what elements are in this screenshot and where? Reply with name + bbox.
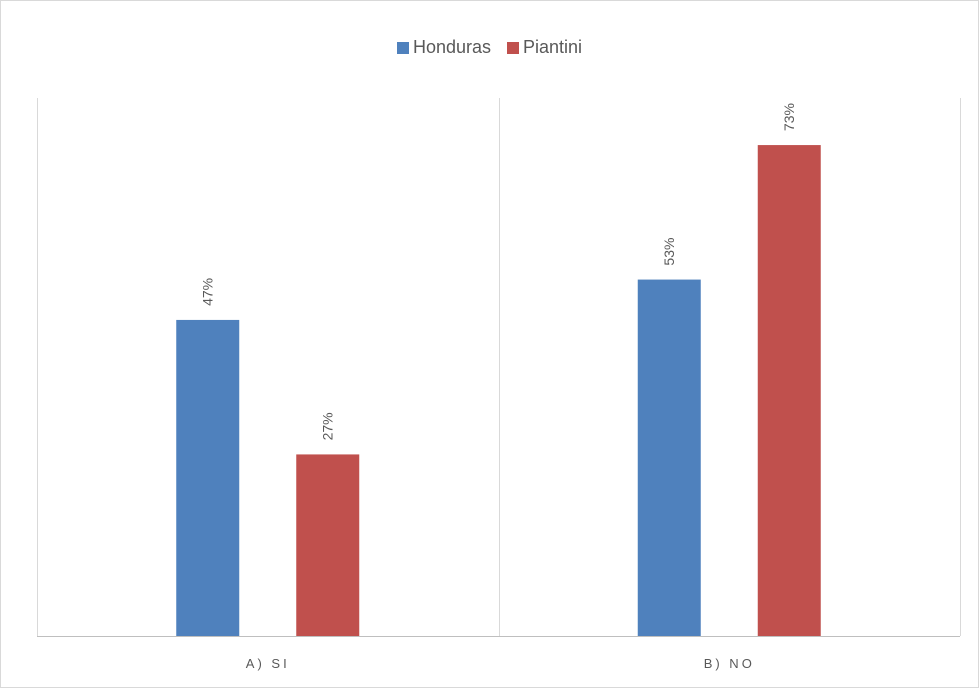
legend-label-piantini: Piantini <box>523 37 583 57</box>
legend-label-honduras: Honduras <box>412 37 491 57</box>
data-label-honduras-1: 53% <box>661 238 677 266</box>
legend-swatch-piantini <box>507 41 519 54</box>
category-label: A) SI <box>246 656 290 671</box>
legend-swatch-honduras <box>396 41 409 54</box>
bar-honduras-1 <box>637 279 701 636</box>
legend-item-piantini: Piantini <box>507 37 582 58</box>
bar-piantini-1 <box>757 145 821 636</box>
category-label: B) NO <box>704 656 755 671</box>
bar-piantini-0 <box>296 454 360 636</box>
legend: Honduras Piantini <box>1 37 978 58</box>
data-label-piantini-0: 27% <box>320 412 336 440</box>
data-label-honduras-0: 47% <box>200 278 216 306</box>
data-label-piantini-1: 73% <box>781 103 797 131</box>
bar-honduras-0 <box>176 319 240 636</box>
legend-item-honduras: Honduras <box>396 37 491 58</box>
